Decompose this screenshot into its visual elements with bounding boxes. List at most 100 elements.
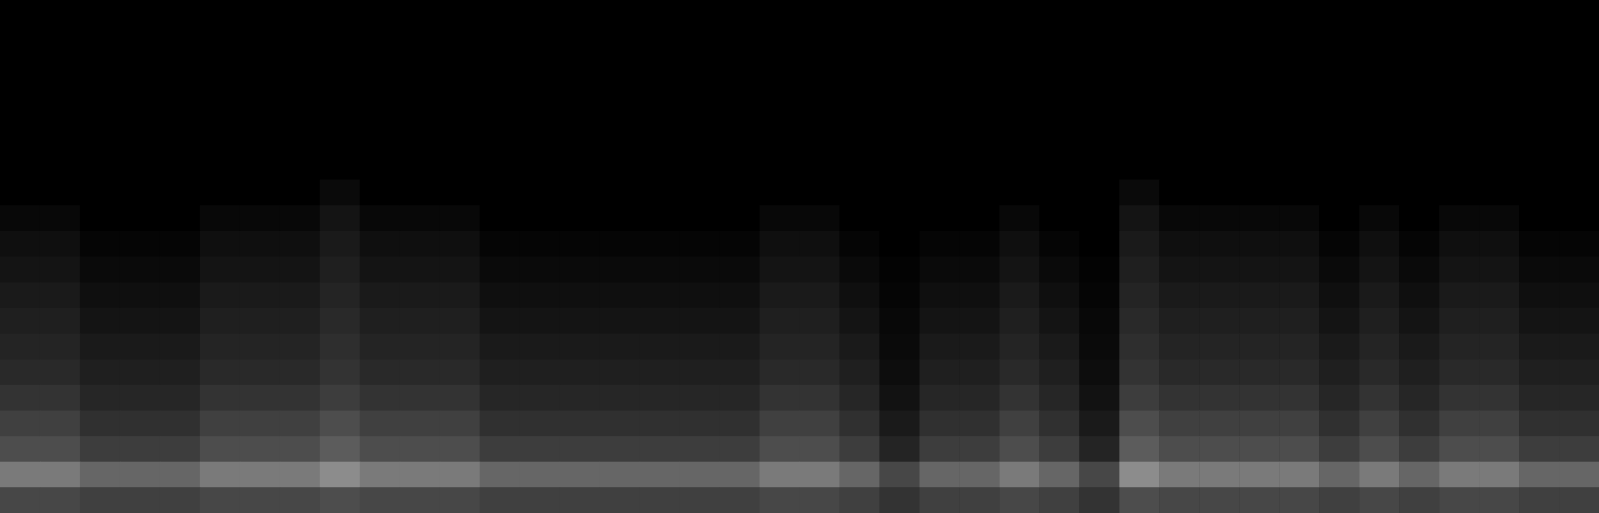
heatmap-cell [1359, 128, 1399, 154]
heatmap-cell [1519, 487, 1559, 513]
heatmap-cell [760, 436, 800, 462]
heatmap-cell [80, 128, 120, 154]
heatmap-cell [400, 385, 440, 411]
heatmap-cell [720, 282, 760, 308]
heatmap-cell [879, 385, 919, 411]
heatmap-cell [1039, 410, 1079, 436]
heatmap-cell [120, 282, 160, 308]
heatmap-cell [1479, 205, 1519, 231]
heatmap-cell [680, 77, 720, 103]
heatmap-cell [1519, 128, 1559, 154]
heatmap-cell [0, 180, 40, 206]
heatmap-cell [1119, 385, 1159, 411]
heatmap-cell [160, 487, 200, 513]
heatmap-cell [1239, 385, 1279, 411]
heatmap-cell [680, 359, 720, 385]
heatmap-cell [1519, 462, 1559, 488]
heatmap-cell [360, 231, 400, 257]
heatmap-cell [240, 333, 280, 359]
heatmap-cell [80, 282, 120, 308]
heatmap-cell [879, 0, 919, 26]
heatmap-cell [999, 462, 1039, 488]
heatmap-cell [1079, 77, 1119, 103]
heatmap-cell [1359, 0, 1399, 26]
heatmap-cell [80, 333, 120, 359]
heatmap-cell [1359, 205, 1399, 231]
heatmap-cell [520, 308, 560, 334]
heatmap-cell [560, 282, 600, 308]
heatmap-cell [1239, 205, 1279, 231]
heatmap-cell [1159, 51, 1199, 77]
heatmap-cell [1359, 462, 1399, 488]
heatmap-cell [400, 487, 440, 513]
heatmap-cell [0, 487, 40, 513]
spectrogram-chart [0, 0, 1599, 513]
heatmap-cell [1439, 410, 1479, 436]
heatmap-cell [1399, 359, 1439, 385]
heatmap-cell [120, 0, 160, 26]
heatmap-cell [1359, 436, 1399, 462]
heatmap-cell [879, 77, 919, 103]
heatmap-cell [600, 180, 640, 206]
heatmap-cell [1359, 154, 1399, 180]
heatmap-cell [800, 51, 840, 77]
heatmap-cell [760, 308, 800, 334]
heatmap-cell [1479, 154, 1519, 180]
heatmap-cell [120, 205, 160, 231]
heatmap-cell [959, 26, 999, 52]
heatmap-cell [879, 51, 919, 77]
heatmap-cell [640, 385, 680, 411]
heatmap-cell [1079, 26, 1119, 52]
heatmap-cell [520, 333, 560, 359]
heatmap-cell [839, 154, 879, 180]
heatmap-cell [600, 359, 640, 385]
heatmap-cell [0, 410, 40, 436]
heatmap-cell [120, 308, 160, 334]
heatmap-cell [240, 26, 280, 52]
heatmap-cell [440, 487, 480, 513]
heatmap-cell [1359, 51, 1399, 77]
heatmap-cell [1519, 231, 1559, 257]
heatmap-cell [1239, 231, 1279, 257]
heatmap-cell [680, 436, 720, 462]
heatmap-cell [1039, 462, 1079, 488]
heatmap-cell [320, 128, 360, 154]
heatmap-cell [1319, 436, 1359, 462]
heatmap-cell [400, 308, 440, 334]
heatmap-cell [80, 0, 120, 26]
heatmap-cell [1559, 282, 1599, 308]
heatmap-cell [1199, 103, 1239, 129]
heatmap-cell [0, 385, 40, 411]
heatmap-cell [1239, 257, 1279, 283]
heatmap-cell [999, 0, 1039, 26]
heatmap-cell [560, 487, 600, 513]
heatmap-cell [1399, 257, 1439, 283]
heatmap-cell [879, 359, 919, 385]
heatmap-cell [240, 487, 280, 513]
heatmap-cell [999, 410, 1039, 436]
heatmap-cell [959, 385, 999, 411]
heatmap-cell [640, 308, 680, 334]
heatmap-cell [360, 257, 400, 283]
heatmap-cell [919, 257, 959, 283]
heatmap-cell [0, 282, 40, 308]
heatmap-cell [720, 180, 760, 206]
heatmap-cell [160, 231, 200, 257]
heatmap-cell [839, 462, 879, 488]
heatmap-cell [400, 51, 440, 77]
heatmap-cell [1239, 154, 1279, 180]
heatmap-cell [1079, 154, 1119, 180]
heatmap-cell [919, 180, 959, 206]
heatmap-cell [720, 231, 760, 257]
heatmap-cell [160, 462, 200, 488]
heatmap-cell [919, 51, 959, 77]
heatmap-cell [80, 231, 120, 257]
heatmap-cell [400, 154, 440, 180]
heatmap-cell [40, 26, 80, 52]
heatmap-cell [959, 154, 999, 180]
heatmap-cell [1279, 51, 1319, 77]
heatmap-cell [360, 154, 400, 180]
heatmap-cell [839, 0, 879, 26]
heatmap-cell [360, 103, 400, 129]
heatmap-cell [1279, 257, 1319, 283]
